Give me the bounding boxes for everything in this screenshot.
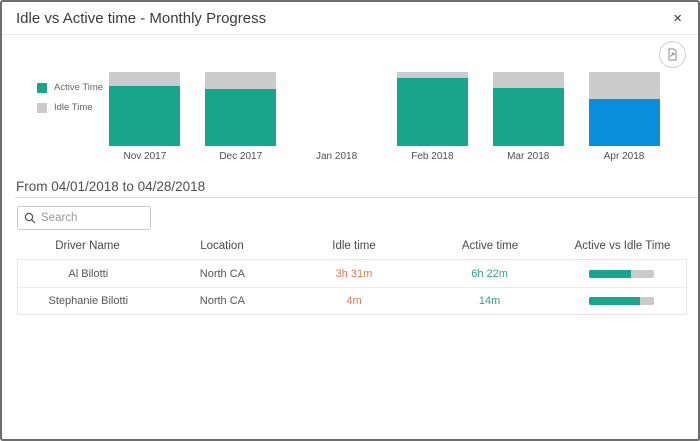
bar-slot: [97, 72, 193, 146]
stacked-bar[interactable]: [205, 72, 277, 146]
legend-swatch: [37, 82, 47, 93]
category-axis-label: Dec 2017: [219, 151, 263, 162]
cell-active-time: 6h 22m: [471, 267, 508, 280]
table-row[interactable]: Al Bilotti North CA 3h 31m 6h 22m: [18, 260, 686, 287]
cell-driver-name: Al Bilotti: [68, 267, 109, 280]
cell-active-time: 14m: [478, 295, 501, 307]
legend-item: Active Time: [37, 82, 103, 93]
ratio-bar-track: [589, 269, 655, 278]
column-header: Idle time: [332, 240, 376, 252]
search-input[interactable]: [41, 212, 144, 224]
cell-driver-name: Stephanie Bilotti: [48, 295, 129, 307]
bar-segment-active[interactable]: [109, 86, 181, 146]
legend-item: Idle Time: [37, 102, 103, 113]
export-icon: [666, 48, 679, 61]
export-button[interactable]: [659, 41, 686, 68]
stacked-bar[interactable]: [396, 72, 468, 146]
date-range-label: From 04/01/2018 to 04/28/2018: [16, 179, 206, 194]
search-box[interactable]: [17, 206, 151, 230]
ratio-bar-fill: [589, 297, 640, 305]
category-axis-label: Feb 2018: [411, 151, 454, 162]
chart-category-axis: Nov 2017 Dec 2017 Jan 2018 Feb 2018 Mar 2018…: [97, 151, 672, 162]
bar-segment-idle[interactable]: [588, 72, 660, 99]
bar-slot: [480, 72, 576, 146]
bar-segment-active[interactable]: [396, 77, 468, 146]
chart-legend: Active Time Idle Time: [37, 82, 103, 122]
bar-segment-idle[interactable]: [396, 72, 468, 78]
section-divider: [15, 197, 698, 198]
table-body: Al Bilotti North CA 3h 31m 6h 22m Stephanie …: [17, 259, 687, 315]
cell-location: North CA: [199, 295, 246, 307]
bar-slot: [289, 72, 385, 146]
legend-swatch: [37, 102, 47, 113]
cell-active-vs-idle: [557, 269, 686, 278]
cell-active-vs-idle: [557, 297, 686, 305]
cell-idle-time: 4m: [346, 295, 362, 307]
ratio-bar-fill: [589, 269, 631, 278]
legend-label: Idle Time: [54, 102, 93, 113]
stacked-bar[interactable]: [109, 72, 181, 146]
bar-segment-active[interactable]: [205, 89, 277, 146]
column-header: Location: [200, 240, 244, 252]
cell-idle-time: 3h 31m: [335, 267, 373, 280]
category-axis-label: Jan 2018: [315, 151, 358, 162]
close-icon[interactable]: ×: [673, 10, 682, 27]
dialog-title: Idle vs Active time - Monthly Progress: [16, 10, 267, 27]
legend-label: Active Time: [54, 82, 104, 93]
ratio-bar-track: [589, 297, 655, 305]
bar-slot: [384, 72, 480, 146]
bar-segment-idle[interactable]: [492, 72, 564, 89]
category-axis-label: Apr 2018: [603, 151, 645, 162]
table-row[interactable]: Stephanie Bilotti North CA 4m 14m: [18, 287, 686, 314]
stacked-bar[interactable]: [492, 72, 564, 146]
dialog-header: Idle vs Active time - Monthly Progress ×: [2, 2, 698, 35]
bar-slot: [576, 72, 672, 146]
bar-segment-active[interactable]: [492, 88, 564, 146]
column-header: Active vs Idle Time: [574, 240, 671, 252]
table-header: Driver Name Location Idle time Active time A…: [17, 240, 687, 252]
bar-segment-idle[interactable]: [205, 72, 277, 90]
column-header: Active time: [461, 240, 519, 252]
bar-slot: [193, 72, 289, 146]
bar-segment-idle[interactable]: [109, 72, 181, 87]
category-axis-label: Nov 2017: [123, 151, 167, 162]
stacked-bar[interactable]: [588, 72, 660, 146]
category-axis-label: Mar 2018: [507, 151, 550, 162]
bar-segment-active[interactable]: [588, 98, 660, 146]
column-header: Driver Name: [55, 240, 120, 252]
search-icon: [24, 212, 36, 224]
cell-location: North CA: [199, 267, 246, 280]
chart-bars: [97, 72, 672, 146]
